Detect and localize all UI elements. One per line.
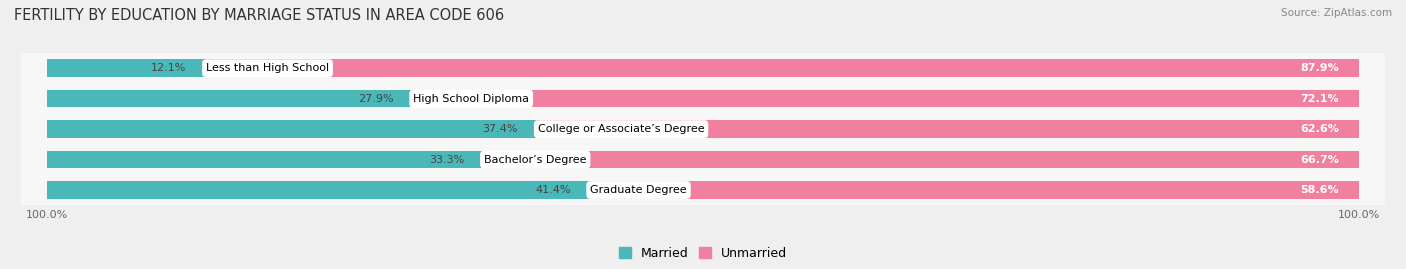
Text: 66.7%: 66.7%	[1301, 155, 1339, 165]
Bar	[21, 83, 1385, 114]
Text: 12.1%: 12.1%	[150, 63, 187, 73]
Bar	[591, 181, 1358, 199]
Text: FERTILITY BY EDUCATION BY MARRIAGE STATUS IN AREA CODE 606: FERTILITY BY EDUCATION BY MARRIAGE STATU…	[14, 8, 505, 23]
Legend: Married, Unmarried: Married, Unmarried	[613, 242, 793, 265]
Text: 100.0%: 100.0%	[27, 210, 69, 220]
Text: Source: ZipAtlas.com: Source: ZipAtlas.com	[1281, 8, 1392, 18]
Text: 41.4%: 41.4%	[536, 185, 571, 195]
Bar	[48, 181, 591, 199]
Bar	[48, 120, 537, 138]
Bar	[207, 59, 1358, 77]
Text: 33.3%: 33.3%	[429, 155, 464, 165]
Text: 58.6%: 58.6%	[1301, 185, 1339, 195]
Text: 87.9%: 87.9%	[1301, 63, 1339, 73]
Text: Bachelor’s Degree: Bachelor’s Degree	[484, 155, 586, 165]
Bar	[21, 114, 1385, 144]
Bar	[48, 151, 484, 168]
Text: 37.4%: 37.4%	[482, 124, 517, 134]
Bar	[48, 90, 413, 108]
Text: 27.9%: 27.9%	[359, 94, 394, 104]
Text: College or Associate’s Degree: College or Associate’s Degree	[537, 124, 704, 134]
Text: 72.1%: 72.1%	[1301, 94, 1339, 104]
Bar	[21, 175, 1385, 205]
Text: Less than High School: Less than High School	[207, 63, 329, 73]
Bar	[48, 59, 207, 77]
Bar	[413, 90, 1358, 108]
Text: 62.6%: 62.6%	[1301, 124, 1339, 134]
Bar	[537, 120, 1358, 138]
Bar	[21, 144, 1385, 175]
Text: Graduate Degree: Graduate Degree	[591, 185, 688, 195]
Bar	[484, 151, 1358, 168]
Bar	[21, 53, 1385, 83]
Text: 100.0%: 100.0%	[1337, 210, 1379, 220]
Text: High School Diploma: High School Diploma	[413, 94, 529, 104]
